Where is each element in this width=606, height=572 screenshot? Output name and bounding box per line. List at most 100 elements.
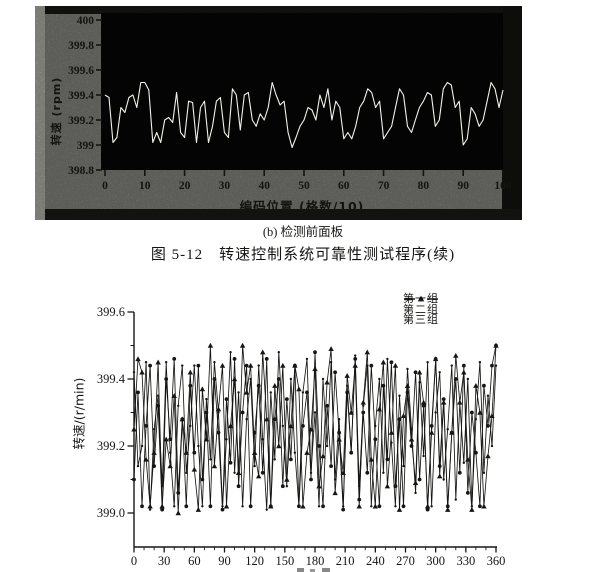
- x-tick-label: 30: [158, 554, 171, 568]
- marker-triangle: [332, 490, 338, 496]
- marker-triangle: [348, 409, 354, 415]
- marker-triangle: [264, 416, 270, 422]
- marker-triangle: [163, 436, 169, 442]
- marker-circle: [441, 397, 446, 401]
- x-tick-label: 60: [188, 554, 201, 568]
- marker-triangle: [344, 372, 350, 378]
- marker-dot: [205, 397, 208, 401]
- marker-circle: [393, 484, 398, 489]
- marker-circle: [329, 464, 333, 468]
- marker-circle: [264, 357, 269, 361]
- x-tick-label: 50: [298, 180, 310, 192]
- marker-triangle: [465, 456, 471, 462]
- marker-triangle: [235, 470, 242, 475]
- marker-circle: [140, 504, 144, 509]
- marker-dot: [321, 377, 325, 381]
- x-tick-label: 10: [139, 180, 151, 192]
- marker-circle: [184, 504, 189, 509]
- marker-triangle: [408, 436, 415, 442]
- marker-triangle: [131, 426, 137, 432]
- legend: 第一组 第二组 第三组: [403, 293, 439, 326]
- x-tick-label: 360: [487, 554, 506, 568]
- marker-circle: [425, 507, 430, 512]
- marker-circle: [377, 504, 382, 509]
- y-tick-label: 399.2: [97, 439, 125, 453]
- marker-circle: [365, 470, 370, 475]
- marker-circle: [397, 417, 402, 422]
- marker-triangle: [340, 470, 346, 475]
- marker-triangle: [316, 483, 322, 489]
- marker-circle: [341, 507, 346, 512]
- y-tick-label: 399.8: [68, 40, 94, 52]
- marker-triangle: [227, 423, 234, 429]
- x-tick-label: 330: [456, 554, 475, 568]
- front-panel-chart: 398.8 399 399.2 399.4 399.6 399.8 400 0 10 20 30 40…: [35, 6, 522, 220]
- marker-dot: [490, 444, 494, 448]
- marker-circle: [260, 470, 265, 475]
- marker-circle: [200, 477, 205, 482]
- marker-triangle: [143, 456, 149, 462]
- legend-label: 第三组: [403, 313, 439, 326]
- marker-circle: [244, 363, 249, 368]
- marker-triangle: [191, 466, 198, 472]
- marker-circle: [248, 504, 253, 509]
- reliability-chart-svg: 399.0 399.2 399.4 399.6 0 30 60 90 120 150 180 210 2…: [97, 305, 506, 572]
- marker-circle: [148, 363, 152, 368]
- marker-dot: [273, 458, 276, 461]
- marker-dot: [289, 377, 293, 381]
- marker-dot: [136, 464, 140, 468]
- y-tick-label: 399.4: [68, 90, 94, 102]
- marker-dot: [285, 485, 289, 488]
- marker-dot: [454, 498, 457, 501]
- marker-dot: [241, 505, 244, 508]
- front-panel-y-axis-title: 转速 (rpm): [50, 76, 63, 146]
- marker-dot: [406, 367, 409, 371]
- marker-triangle: [376, 406, 383, 412]
- marker-circle: [144, 424, 148, 428]
- front-panel-plot-layer: 398.8 399 399.2 399.4 399.6 399.8 400 0 10 20 30 40…: [68, 15, 512, 192]
- marker-triangle: [171, 393, 177, 398]
- marker-triangle: [445, 506, 451, 512]
- marker-circle: [220, 507, 225, 512]
- marker-dot: [229, 351, 232, 354]
- marker-circle: [216, 430, 221, 435]
- marker-circle: [409, 444, 414, 448]
- x-tick-label: 70: [378, 180, 390, 192]
- marker-dot: [209, 458, 212, 461]
- x-tick-label: 210: [336, 554, 355, 568]
- marker-triangle: [288, 423, 294, 429]
- marker-dot: [478, 361, 482, 364]
- marker-triangle: [276, 443, 282, 449]
- marker-circle: [212, 377, 217, 381]
- marker-circle: [337, 430, 342, 435]
- marker-circle: [482, 383, 486, 388]
- marker-dot: [213, 361, 216, 364]
- marker-triangle: [453, 352, 459, 358]
- marker-dot: [354, 354, 357, 357]
- marker-triangle: [167, 463, 173, 469]
- marker-dot: [257, 364, 260, 367]
- marker-dot: [277, 351, 280, 354]
- marker-dot: [466, 377, 470, 381]
- marker-circle: [321, 504, 325, 509]
- marker-triangle: [449, 429, 455, 435]
- marker-dot: [430, 505, 433, 508]
- marker-dot: [265, 508, 268, 511]
- marker-triangle: [360, 399, 366, 405]
- x-tick-label: 150: [275, 554, 294, 568]
- y-tick-label: 399.4: [97, 372, 126, 386]
- marker-circle: [349, 450, 354, 455]
- marker-triangle: [272, 383, 278, 388]
- marker-dot: [177, 404, 180, 407]
- marker-dot: [482, 471, 486, 474]
- marker-circle: [236, 484, 241, 489]
- marker-circle: [417, 477, 422, 482]
- marker-circle: [333, 370, 338, 375]
- marker-triangle: [424, 503, 431, 509]
- marker-circle: [478, 504, 482, 509]
- marker-triangle: [489, 413, 495, 419]
- x-tick-label: 90: [457, 180, 469, 192]
- marker-circle: [313, 350, 317, 355]
- marker-triangle: [251, 450, 258, 455]
- marker-circle: [465, 491, 470, 495]
